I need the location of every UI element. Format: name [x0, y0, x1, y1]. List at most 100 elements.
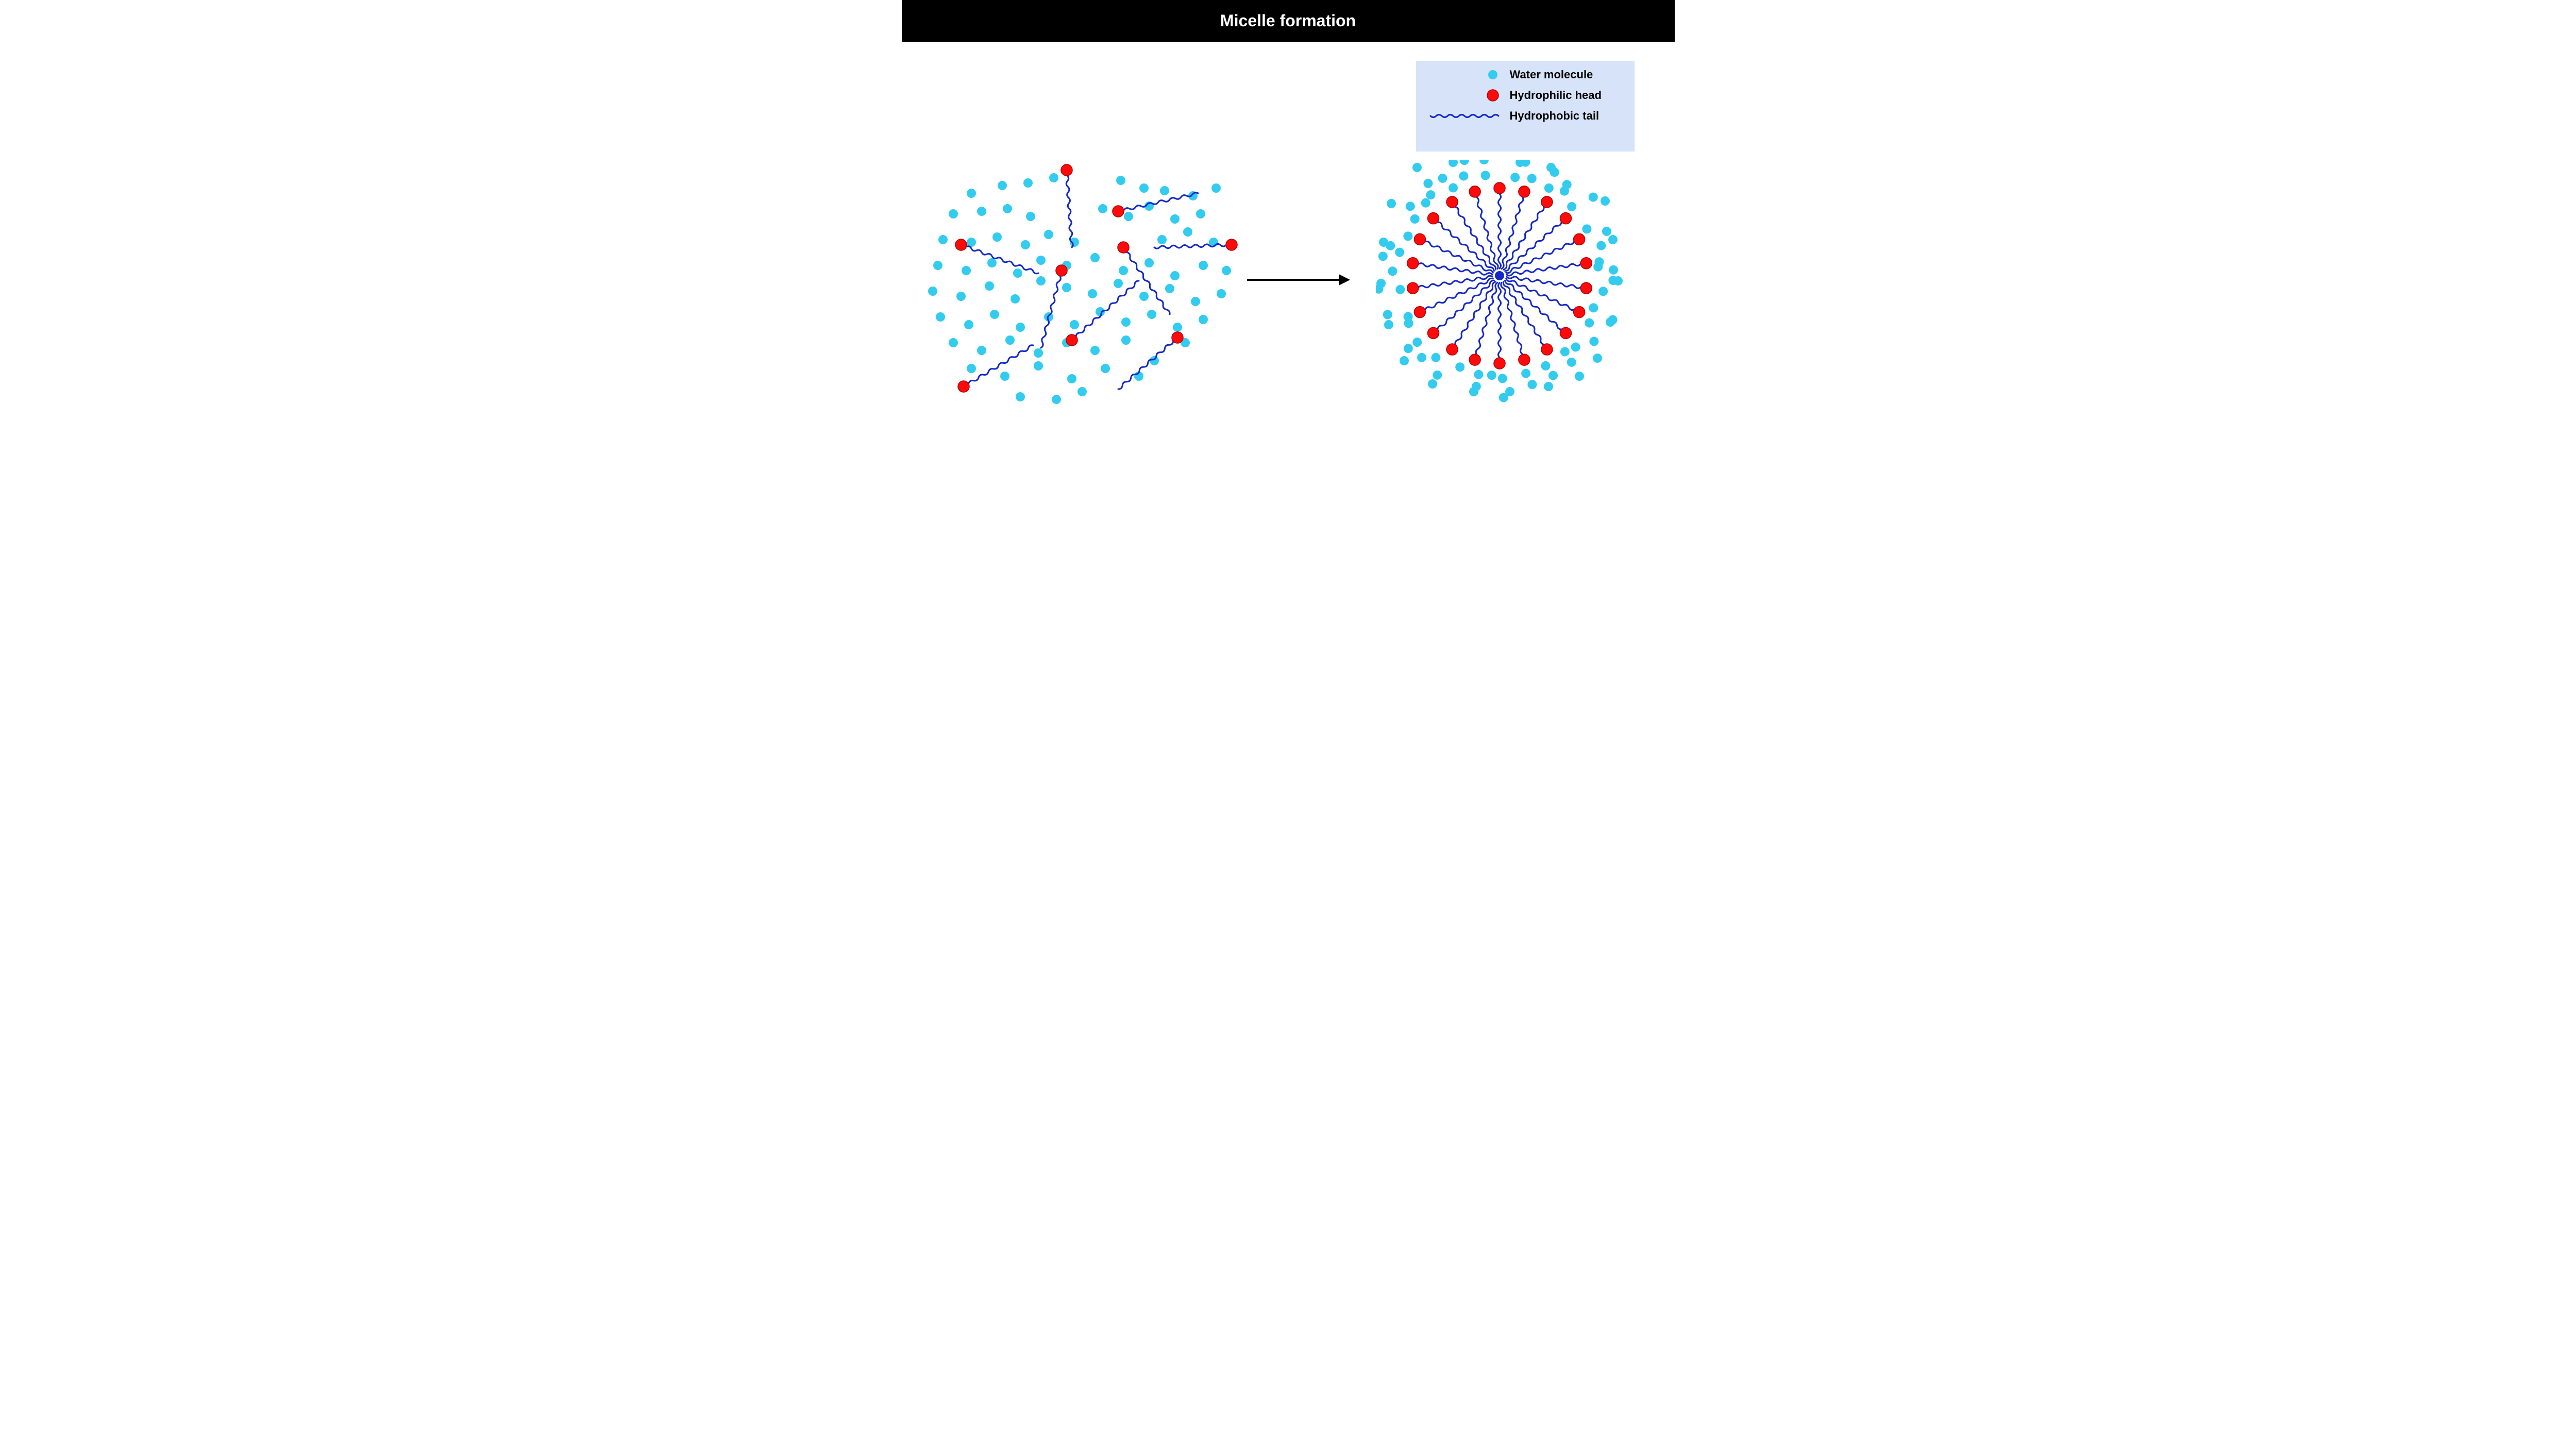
water-molecule	[1613, 276, 1623, 285]
water-molecule	[1589, 337, 1598, 346]
water-molecule	[1571, 342, 1580, 351]
water-molecule	[1562, 180, 1571, 189]
water-molecule	[1405, 201, 1415, 211]
water-molecule	[1585, 318, 1594, 328]
water-molecule	[1034, 361, 1043, 371]
water-molecule	[1400, 356, 1409, 365]
water-molecule	[992, 232, 1002, 242]
water-molecule	[956, 292, 966, 301]
water-molecule	[1384, 320, 1393, 329]
hydrophilic-head	[958, 381, 969, 392]
water-molecule	[1098, 204, 1107, 213]
water-molecule	[1147, 310, 1156, 319]
water-molecule	[933, 261, 942, 270]
water-molecule	[1395, 285, 1405, 294]
water-molecule	[1013, 268, 1022, 278]
water-molecule	[1379, 238, 1388, 247]
water-molecule	[1606, 317, 1615, 327]
hydrophilic-head	[1518, 354, 1529, 365]
water-molecule	[990, 310, 999, 319]
water-molecule	[1589, 303, 1598, 312]
page-title: Micelle formation	[1220, 11, 1356, 30]
water-molecule	[1588, 193, 1597, 202]
hydrophobic-tail	[1498, 283, 1501, 363]
hydrophobic-tail	[1505, 219, 1565, 271]
water-molecule	[1150, 356, 1159, 365]
water-molecule	[1062, 283, 1071, 292]
micelle-core	[1495, 271, 1504, 280]
water-molecule	[1387, 199, 1396, 208]
water-molecule	[1088, 289, 1097, 298]
water-molecule	[1403, 231, 1412, 241]
water-molecule	[1497, 374, 1507, 383]
water-molecule	[1412, 163, 1422, 172]
hydrophilic-head	[1541, 344, 1552, 355]
water-molecule	[1070, 320, 1079, 329]
hydrophobic-tail	[1420, 278, 1493, 312]
water-molecule	[1403, 344, 1412, 353]
water-molecule	[1487, 371, 1496, 380]
water-molecule	[1596, 241, 1606, 250]
water-molecule	[1609, 265, 1618, 275]
water-molecule	[1191, 297, 1200, 306]
water-molecule	[1173, 323, 1182, 332]
arrow-head-icon	[1339, 274, 1350, 285]
water-molecule	[1144, 258, 1154, 267]
water-molecule	[1183, 227, 1192, 237]
hydrophilic-head	[1494, 358, 1505, 369]
hydrophilic-head	[1446, 196, 1458, 208]
water-molecule	[998, 181, 1007, 190]
water-molecule	[1459, 172, 1468, 181]
hydrophilic-head	[1414, 307, 1425, 318]
water-molecule	[1049, 173, 1058, 182]
water-molecule	[987, 258, 997, 267]
water-molecule	[1417, 353, 1426, 362]
water-molecule	[967, 189, 976, 198]
water-molecule	[1170, 271, 1180, 280]
water-molecule	[1567, 358, 1576, 367]
water-molecule	[949, 338, 958, 347]
water-molecule	[1011, 294, 1020, 304]
hydrophilic-head	[955, 239, 967, 250]
water-molecule	[1410, 214, 1419, 224]
water-molecule	[1003, 204, 1012, 213]
water-molecule	[949, 209, 958, 219]
water-molecule	[1160, 186, 1169, 195]
hydrophilic-head	[1518, 186, 1529, 197]
water-molecule	[967, 364, 976, 373]
water-molecule	[1527, 380, 1537, 389]
legend-label: Hydrophobic tail	[1510, 109, 1600, 123]
water-molecule	[1433, 371, 1442, 380]
water-molecule	[1139, 183, 1149, 193]
water-molecule	[1403, 312, 1412, 321]
water-molecule	[1199, 315, 1208, 324]
water-molecule	[1124, 212, 1133, 221]
water-molecule	[1541, 361, 1550, 371]
water-molecule	[1505, 387, 1514, 396]
water-molecule	[1211, 183, 1221, 193]
water-molecule	[1121, 317, 1131, 327]
water-molecule	[1114, 279, 1123, 288]
hydrophobic-tail	[1433, 280, 1494, 333]
water-molecule	[1521, 369, 1530, 378]
water-molecule	[1567, 202, 1576, 211]
water-molecule	[1121, 335, 1131, 345]
water-molecule	[964, 320, 973, 329]
water-molecule	[1077, 387, 1087, 396]
hydrophilic-head	[1118, 242, 1129, 253]
water-molecule	[1101, 364, 1110, 373]
water-molecule	[936, 312, 945, 322]
water-molecule	[1560, 347, 1569, 356]
legend-row: Water molecule	[1428, 68, 1622, 81]
hydrophilic-head	[1113, 206, 1124, 217]
legend-icon-water	[1428, 68, 1501, 81]
water-molecule	[1582, 224, 1591, 233]
water-molecule	[1026, 212, 1035, 221]
arrow	[1237, 270, 1360, 290]
water-molecule	[1593, 354, 1602, 363]
hydrophobic-tail	[1123, 247, 1169, 314]
water-molecule	[1431, 353, 1440, 362]
water-molecule	[1157, 235, 1167, 244]
water-molecule	[1119, 266, 1128, 275]
water-molecule	[1005, 335, 1015, 345]
